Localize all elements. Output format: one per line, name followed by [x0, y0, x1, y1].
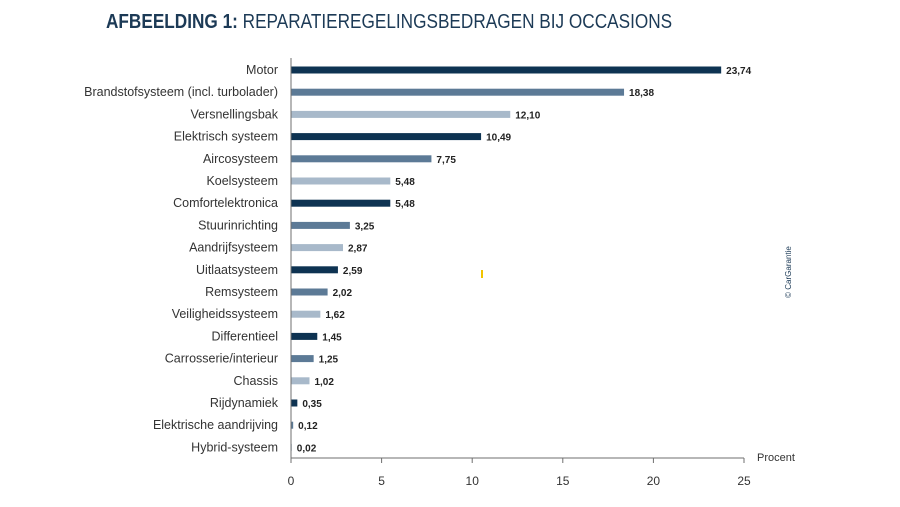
- category-label-17: Elektrische aandrijving: [153, 418, 278, 432]
- category-label-9: Aandrijfsysteem: [189, 241, 278, 255]
- value-label-5: 7,75: [436, 155, 456, 166]
- category-label-8: Stuurinrichting: [198, 218, 278, 232]
- chart-title-light: REPARATIEREGELINGSBEDRAGEN BIJ OCCASIONS: [242, 11, 673, 33]
- bar-12: [291, 310, 321, 318]
- x-tick-label-15: 15: [556, 474, 570, 488]
- category-label-15: Chassis: [234, 374, 278, 388]
- category-label-16: Rijdynamiek: [210, 396, 279, 410]
- bar-15: [291, 377, 310, 385]
- value-label-18: 0,02: [297, 443, 317, 454]
- category-label-2: Brandstofsysteem (incl. turbolader): [84, 85, 278, 99]
- bar-5: [291, 155, 432, 163]
- category-label-6: Koelsysteem: [206, 174, 278, 188]
- category-label-14: Carrosserie/interieur: [165, 352, 278, 366]
- bar-8: [291, 221, 350, 229]
- bar-9: [291, 244, 344, 252]
- value-label-8: 3,25: [355, 221, 375, 232]
- bar-4: [291, 133, 482, 141]
- category-label-10: Uitlaatsysteem: [196, 263, 278, 277]
- x-tick-label-5: 5: [378, 474, 385, 488]
- bar-2: [291, 88, 625, 96]
- value-label-16: 0,35: [302, 399, 322, 410]
- category-label-1: Motor: [246, 63, 278, 77]
- bar-1: [291, 66, 722, 74]
- yellow-mark: [481, 270, 483, 278]
- category-label-12: Veiligheidssysteem: [172, 307, 278, 321]
- bar-14: [291, 355, 314, 363]
- value-label-11: 2,02: [333, 288, 353, 299]
- value-label-12: 1,62: [325, 310, 345, 321]
- category-label-7: Comfortelektronica: [173, 196, 278, 210]
- chart-title-bold: AFBEELDING 1:: [106, 11, 238, 33]
- value-label-13: 1,45: [322, 332, 342, 343]
- bar-3: [291, 110, 511, 118]
- value-label-15: 1,02: [314, 377, 334, 388]
- chart-title: AFBEELDING 1: REPARATIEREGELINGSBEDRAGEN…: [106, 11, 672, 34]
- value-label-10: 2,59: [343, 266, 363, 277]
- bar-16: [291, 399, 298, 407]
- x-tick-label-20: 20: [647, 474, 661, 488]
- x-axis-unit-label: Procent: [757, 452, 795, 464]
- bar-10: [291, 266, 338, 274]
- category-label-11: Remsysteem: [205, 285, 278, 299]
- value-label-9: 2,87: [348, 244, 368, 255]
- bar-13: [291, 332, 318, 340]
- credit-label: © CarGarantie: [784, 246, 793, 298]
- value-label-4: 10,49: [486, 133, 511, 144]
- category-label-4: Elektrisch systeem: [174, 130, 278, 144]
- category-label-18: Hybrid-systeem: [191, 440, 278, 454]
- value-label-6: 5,48: [395, 177, 415, 188]
- bar-11: [291, 288, 328, 296]
- value-label-2: 18,38: [629, 88, 654, 99]
- x-tick-label-0: 0: [288, 474, 295, 488]
- value-label-14: 1,25: [319, 355, 339, 366]
- value-label-17: 0,12: [298, 421, 318, 432]
- value-label-1: 23,74: [726, 66, 751, 77]
- x-tick-label-25: 25: [737, 474, 751, 488]
- bar-17: [291, 421, 294, 429]
- category-label-5: Aircosysteem: [203, 152, 278, 166]
- category-label-13: Differentieel: [212, 329, 278, 343]
- bar-7: [291, 199, 391, 207]
- value-label-7: 5,48: [395, 199, 415, 210]
- bar-6: [291, 177, 391, 185]
- x-tick-label-10: 10: [466, 474, 480, 488]
- category-label-3: Versnellingsbak: [190, 107, 278, 121]
- value-label-3: 12,10: [515, 110, 540, 121]
